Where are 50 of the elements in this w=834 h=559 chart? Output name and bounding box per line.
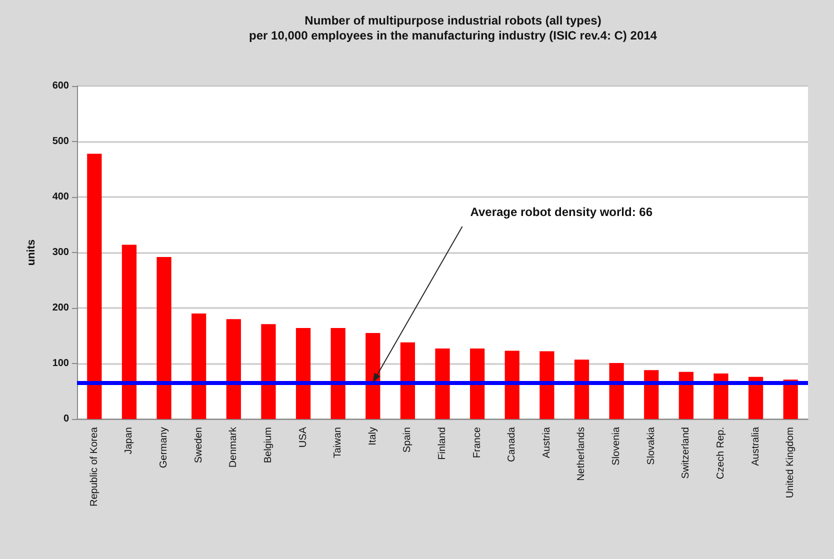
x-tick-label: USA bbox=[298, 426, 309, 448]
x-tick-label: Netherlands bbox=[576, 427, 588, 481]
bar bbox=[644, 370, 659, 419]
bar bbox=[366, 332, 380, 419]
bar bbox=[192, 314, 206, 419]
y-tick-label: 600 bbox=[52, 80, 70, 92]
x-tick-label: United Kingdom bbox=[785, 427, 796, 498]
bar bbox=[714, 373, 728, 419]
x-tick-label: Belgium bbox=[262, 427, 274, 464]
y-tick-label: 100 bbox=[52, 358, 70, 369]
x-tick-label: Austria bbox=[541, 426, 552, 458]
bar bbox=[261, 324, 276, 419]
x-tick-label: Republic of Korea bbox=[88, 426, 100, 506]
bar bbox=[678, 372, 694, 419]
y-tick-label: 500 bbox=[52, 136, 70, 147]
bar bbox=[435, 348, 450, 419]
x-tick-label: Spain bbox=[402, 427, 414, 453]
bar bbox=[156, 256, 172, 419]
x-tick-label: France bbox=[472, 426, 483, 458]
bar bbox=[574, 360, 590, 419]
bar bbox=[296, 328, 311, 419]
bar bbox=[540, 351, 554, 419]
x-tick-label: Czech Rep. bbox=[715, 427, 726, 480]
x-tick-label: Finland bbox=[437, 427, 448, 460]
x-tick-label: Slovenia bbox=[611, 426, 622, 466]
bar bbox=[609, 362, 624, 419]
x-tick-label: Switzerland bbox=[680, 427, 692, 479]
bar bbox=[87, 154, 102, 419]
y-axis-title: units bbox=[26, 239, 38, 266]
y-tick-label: 300 bbox=[52, 247, 70, 258]
bar bbox=[122, 244, 137, 419]
bar bbox=[330, 328, 346, 419]
x-tick-label: Taiwan bbox=[332, 427, 344, 458]
y-tick-label: 400 bbox=[52, 192, 70, 202]
y-tick-label: 200 bbox=[52, 302, 70, 314]
x-tick-label: Japan bbox=[124, 427, 135, 454]
x-tick-label: Denmark bbox=[228, 426, 240, 468]
bar bbox=[226, 319, 241, 419]
x-tick-label: Slovakia bbox=[646, 426, 657, 465]
chart-title: Number of multipurpose industrial robots (all types) per 10,000 employees in the manufacturing industry (ISIC rev.4: C) 2014 bbox=[249, 14, 658, 42]
x-tick-label: Sweden bbox=[193, 427, 204, 464]
bar bbox=[504, 350, 520, 419]
x-tick-label: Australia bbox=[750, 426, 762, 466]
y-tick-label: 0 bbox=[63, 414, 70, 424]
annotation: Average robot density world: 66 bbox=[470, 204, 653, 219]
x-tick-label: Germany bbox=[158, 427, 170, 468]
x-tick-label: Italy bbox=[367, 427, 378, 446]
x-tick-label: Canada bbox=[506, 426, 518, 462]
bar bbox=[400, 342, 415, 419]
bar bbox=[470, 348, 485, 419]
